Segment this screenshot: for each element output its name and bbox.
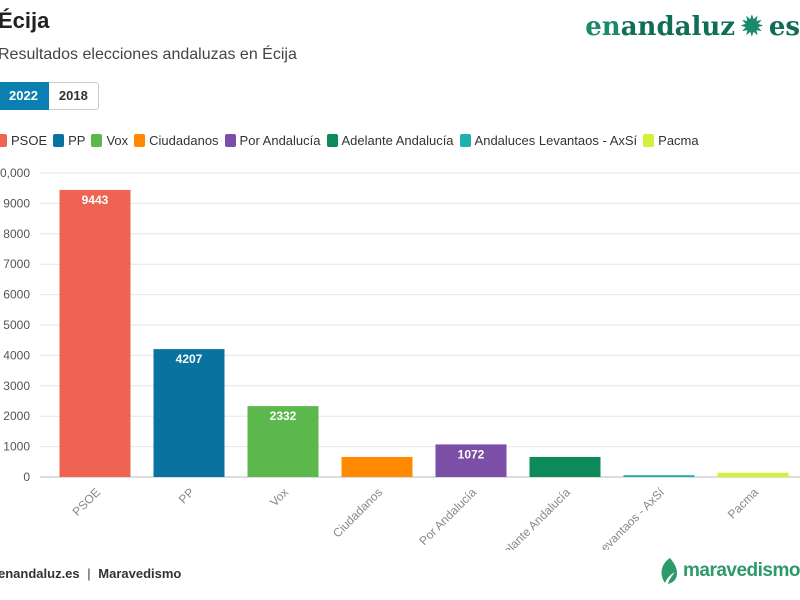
tab-2018[interactable]: 2018 <box>48 82 99 110</box>
bar <box>59 189 131 477</box>
brand-logo-rest: andaluz <box>620 12 736 42</box>
legend-item[interactable]: Pacma <box>643 133 699 148</box>
legend-label: Andaluces Levantaos - AxSí <box>474 133 638 148</box>
y-tick-label: 9000 <box>3 196 30 210</box>
source-enandaluz: enandaluz.es <box>0 566 80 581</box>
legend-item[interactable]: Por Andalucía <box>224 133 321 148</box>
bar-chart: 0 1000 2000 3000 4000 5000 6000 7000 8000 9000 10,… <box>0 166 800 550</box>
data-label: 4207 <box>176 352 203 366</box>
leaf-icon <box>661 558 678 584</box>
bar <box>153 349 225 477</box>
y-tick-label: 2000 <box>3 409 30 423</box>
legend-swatch <box>0 134 7 147</box>
legend-label: Ciudadanos <box>149 133 219 148</box>
chart-legend: PSOE PP Vox Ciudadanos Por Andalucía Adelante… <box>0 133 705 148</box>
x-tick-label: Por Andalucía <box>416 485 479 548</box>
y-tick-label: 7000 <box>3 257 30 271</box>
source-maravedismo: Maravedismo <box>98 566 182 581</box>
legend-swatch <box>459 134 471 147</box>
brand-logo[interactable]: enandaluz ✹ es <box>585 12 800 42</box>
page-title: Écija <box>0 8 50 33</box>
legend-item[interactable]: Adelante Andalucía <box>326 133 454 148</box>
y-tick-label: 3000 <box>3 379 30 393</box>
x-tick-label: Pacma <box>725 485 762 522</box>
legend-item[interactable]: Andaluces Levantaos - AxSí <box>459 133 638 148</box>
y-tick-label: 10,000 <box>0 166 30 180</box>
legend-swatch <box>53 134 65 147</box>
legend-item[interactable]: PP <box>53 133 85 148</box>
brand-logo-es: es <box>768 12 800 42</box>
legend-swatch <box>91 134 103 147</box>
legend-swatch <box>224 134 236 147</box>
flower-icon: ✹ <box>741 12 763 42</box>
legend-swatch <box>326 134 338 147</box>
legend-swatch <box>643 134 655 147</box>
x-tick-label: Ciudadanos <box>330 485 385 540</box>
bar <box>717 472 789 477</box>
legend-item[interactable]: PSOE <box>0 133 47 148</box>
y-tick-label: 5000 <box>3 318 30 332</box>
y-tick-label: 1000 <box>3 440 30 454</box>
y-tick-label: 4000 <box>3 348 30 362</box>
legend-label: Adelante Andalucía <box>341 133 454 148</box>
bar <box>435 444 507 477</box>
x-tick-label: Adelante Andalucía <box>490 485 573 550</box>
y-tick-label: 6000 <box>3 288 30 302</box>
legend-item[interactable]: Vox <box>91 133 128 148</box>
y-tick-label: 0 <box>23 470 30 484</box>
y-tick-label: 8000 <box>3 227 30 241</box>
data-label: 1072 <box>458 447 485 461</box>
legend-swatch <box>134 134 146 147</box>
x-tick-label: PSOE <box>70 485 103 518</box>
bar <box>623 475 695 477</box>
bar <box>529 456 601 477</box>
legend-label: PP <box>68 133 86 148</box>
legend-label: PSOE <box>11 133 48 148</box>
x-tick-label: PP <box>176 485 197 506</box>
data-label: 9443 <box>82 193 109 207</box>
legend-item[interactable]: Ciudadanos <box>134 133 219 148</box>
data-label: 2332 <box>270 409 297 423</box>
maravedismo-logo-text: maravedismo <box>682 560 800 581</box>
year-tabs: 2022 2018 <box>0 82 99 110</box>
maravedismo-logo[interactable]: maravedismo <box>657 556 800 586</box>
legend-label: Pacma <box>658 133 699 148</box>
source-credit: enandaluz.es | Maravedismo <box>0 566 181 581</box>
page-subtitle: Resultados elecciones andaluzas en Écija <box>0 46 297 63</box>
legend-label: Vox <box>106 133 129 148</box>
bar <box>341 456 413 477</box>
legend-label: Por Andalucía <box>239 133 321 148</box>
source-separator: | <box>87 566 91 581</box>
x-tick-label: Vox <box>267 485 291 509</box>
brand-logo-en: en <box>585 12 621 42</box>
bar <box>247 406 319 477</box>
tab-2022[interactable]: 2022 <box>0 82 49 110</box>
